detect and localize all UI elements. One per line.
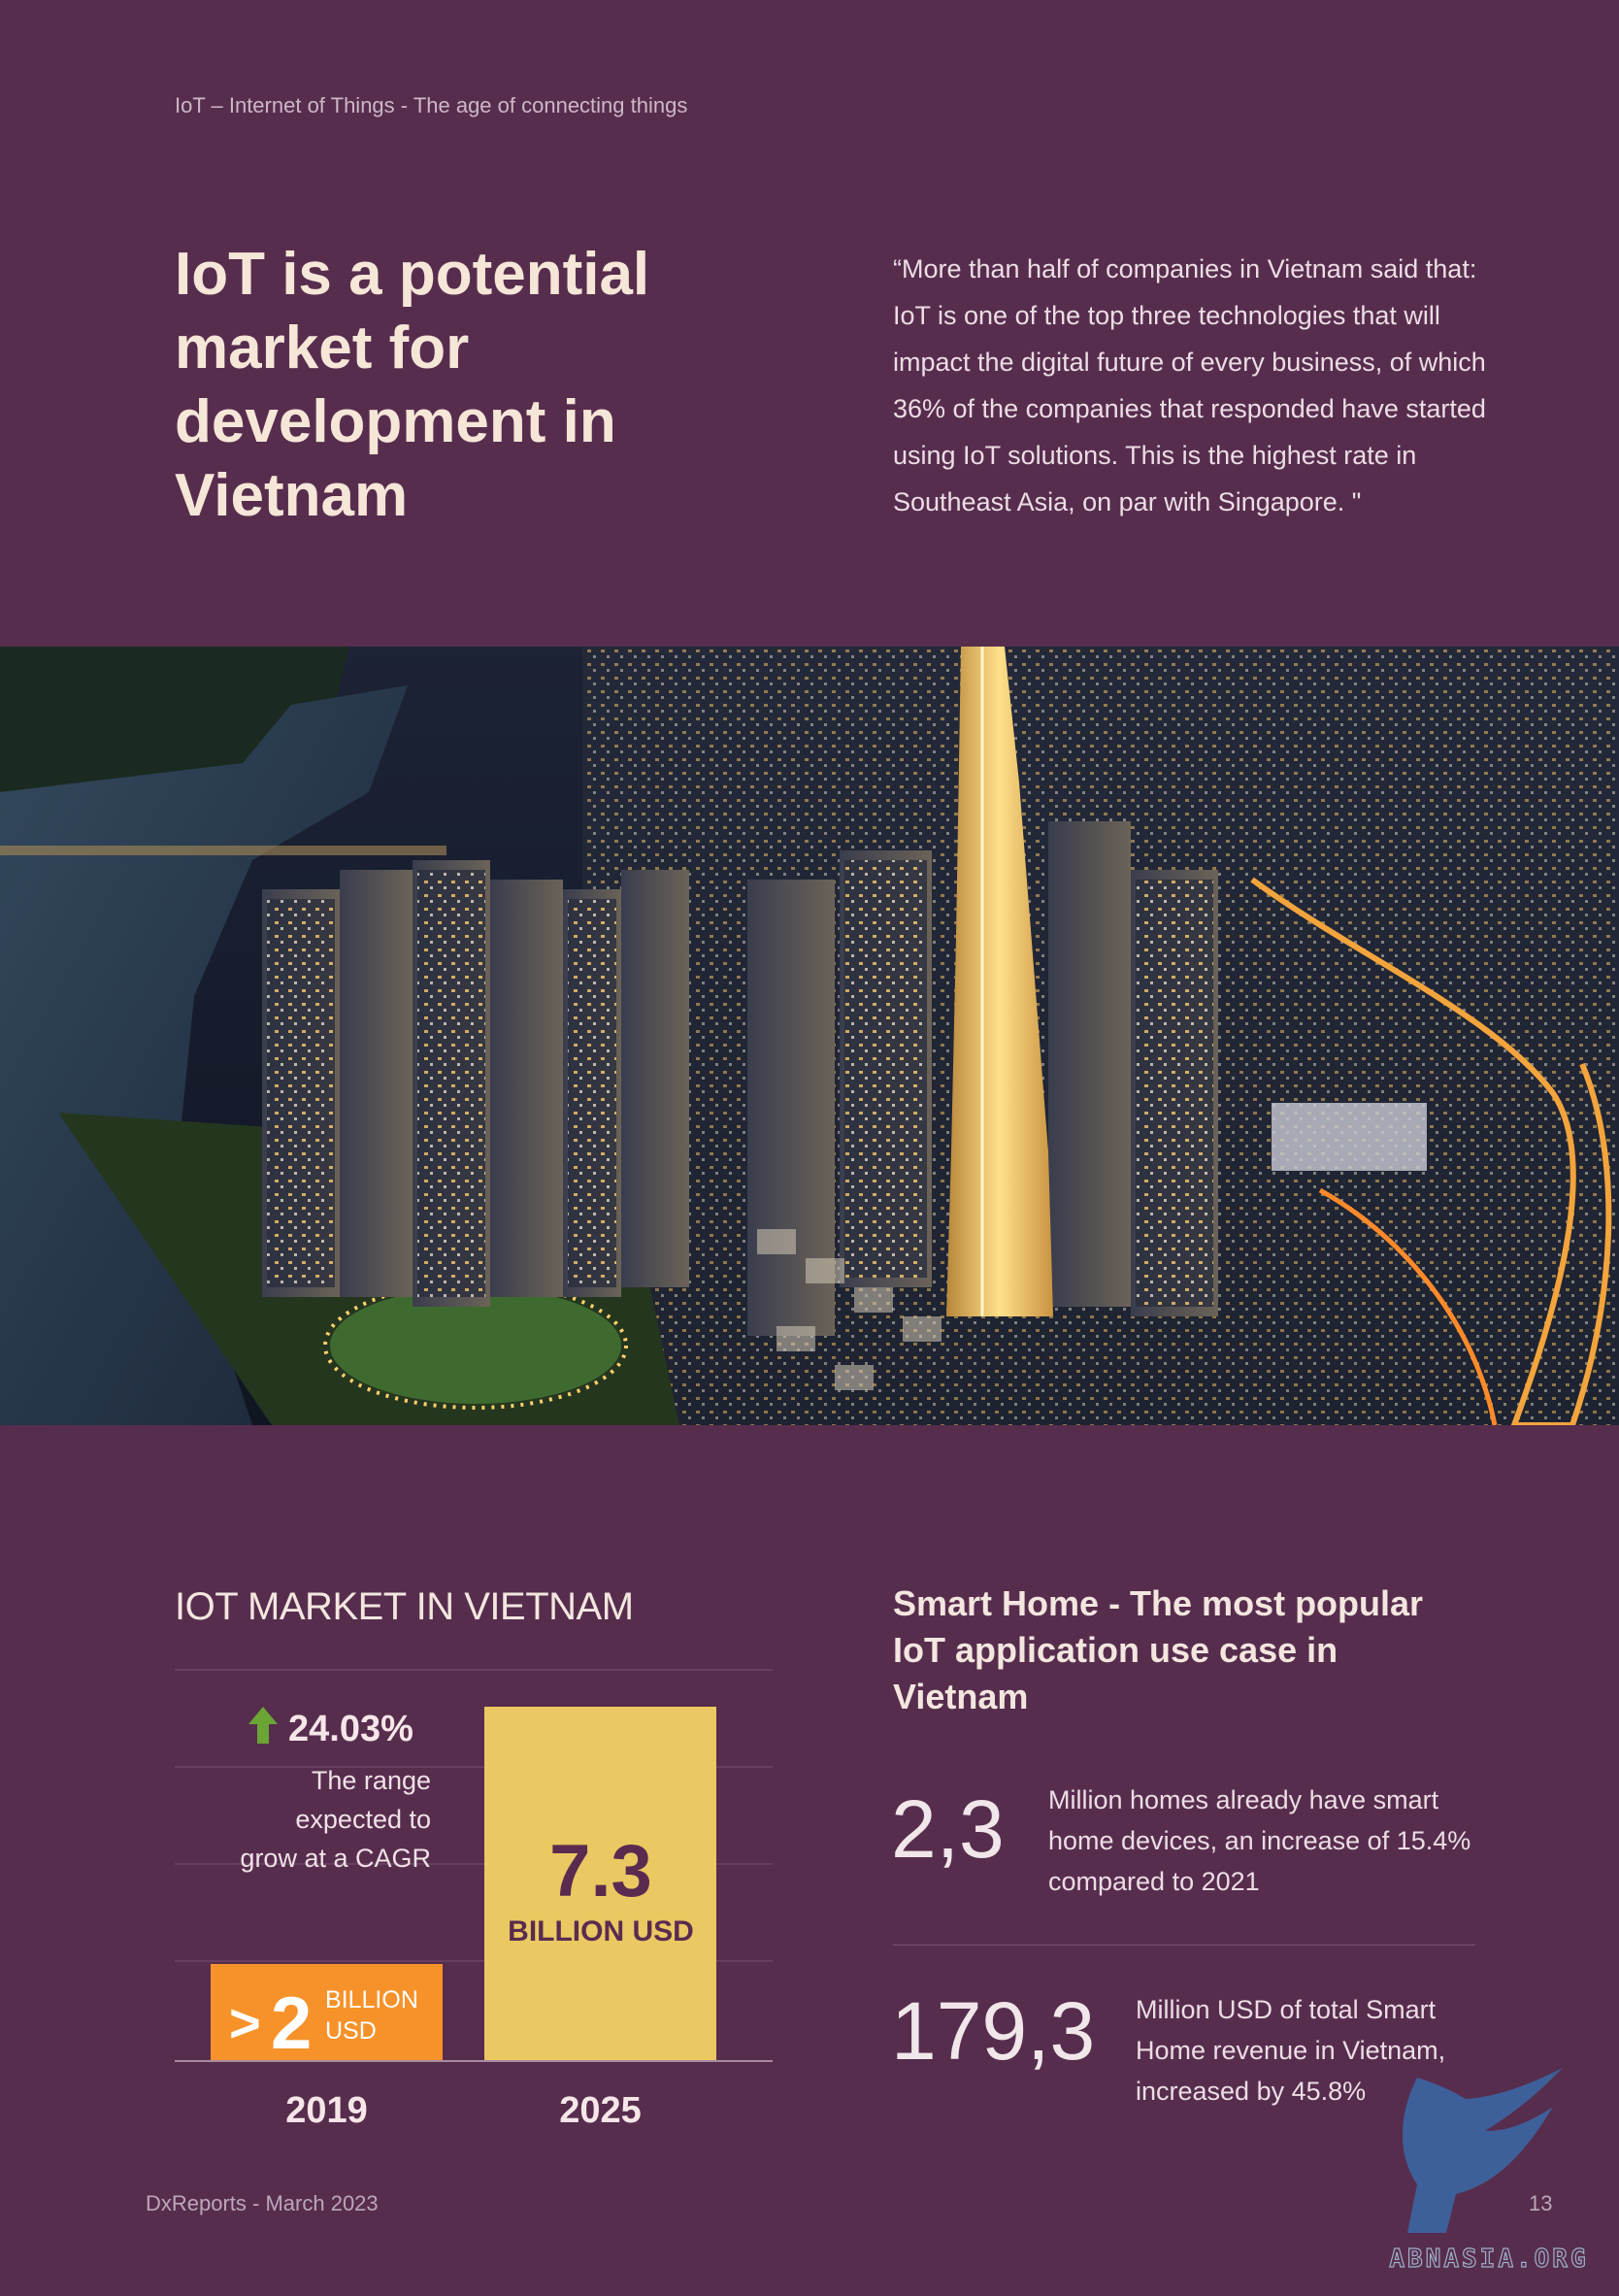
- svg-text:ABNASIA.ORG: ABNASIA.ORG: [1389, 2245, 1588, 2274]
- market-chart-title: IOT MARKET IN VIETNAM: [175, 1585, 634, 1628]
- bar-2019-unit: USD: [325, 2017, 377, 2045]
- stat-description: Million homes already have smart home de…: [1048, 1785, 1471, 1896]
- bar-2025-unit: BILLION USD: [508, 1915, 694, 1947]
- smart-home-title: Smart Home - The most popular IoT applic…: [893, 1583, 1424, 1716]
- cagr-text-line: expected to: [295, 1805, 431, 1834]
- intro-quote: “More than half of companies in Vietnam …: [893, 254, 1486, 516]
- bar-2019: [211, 1964, 443, 2061]
- cagr-value: 24.03%: [288, 1709, 413, 1749]
- stat-value: 179,3: [891, 1985, 1096, 2077]
- bar-2025: [484, 1707, 716, 2061]
- page-tagline: IoT – Internet of Things - The age of co…: [175, 93, 688, 117]
- cagr-text-line: grow at a CAGR: [240, 1844, 431, 1873]
- page-number: 13: [1529, 2191, 1553, 2215]
- section-divider: [893, 1945, 1475, 1946]
- bar-2019-unit: BILLION: [325, 1986, 418, 2013]
- category-label: 2019: [285, 2090, 368, 2131]
- iot-market-bar-chart: 24.03% The range expected to grow at a C…: [175, 1669, 773, 2131]
- watermark-logo: ABNASIA.ORG: [1359, 2039, 1619, 2291]
- bar-2025-number: 7.3: [549, 1830, 652, 1913]
- city-night-photo: [0, 647, 1619, 1425]
- bar-2019-number: 2: [271, 1982, 312, 2065]
- category-label: 2025: [559, 2090, 642, 2131]
- bar-2019-prefix: >: [229, 1992, 261, 2053]
- footer-report-label: DxReports - March 2023: [146, 2191, 379, 2215]
- stat-value: 2,3: [891, 1783, 1005, 1875]
- page-headline: IoT is a potential market for developmen…: [175, 241, 650, 529]
- stat-description: Million USD of total Smart Home revenue …: [1136, 1995, 1446, 2106]
- cagr-text-line: The range: [312, 1766, 431, 1795]
- up-arrow-icon: [248, 1707, 278, 1744]
